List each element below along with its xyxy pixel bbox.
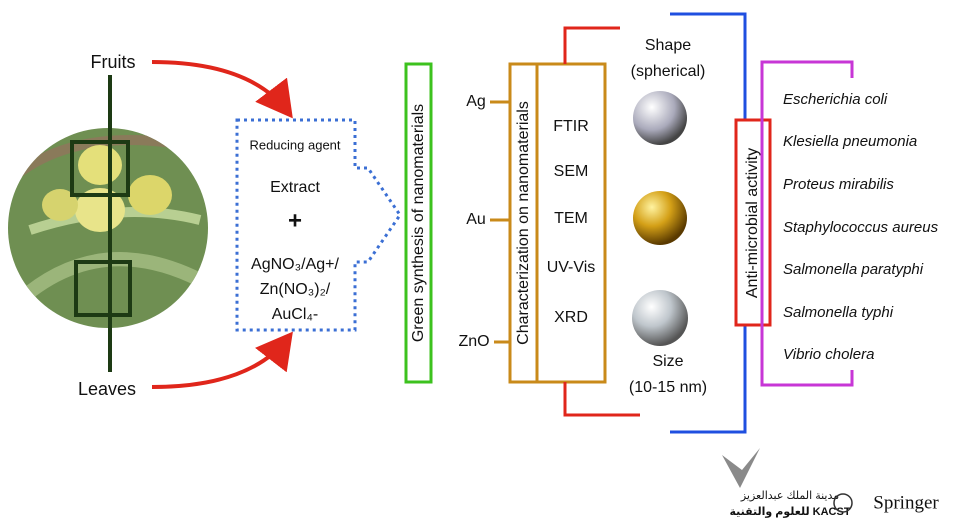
activity-label: Anti-microbial activity bbox=[744, 148, 761, 298]
method: UV-Vis bbox=[547, 259, 596, 276]
kacst-text: للعلوم والتقنية KACST bbox=[729, 506, 850, 518]
shape-label: Shape bbox=[645, 37, 691, 54]
nanomaterial: Ag bbox=[466, 93, 486, 110]
salt: AgNO₃/Ag+/ bbox=[251, 256, 339, 273]
method: FTIR bbox=[553, 118, 589, 135]
method: SEM bbox=[554, 163, 589, 180]
organism: Klesiella pneumonia bbox=[783, 133, 917, 150]
method: XRD bbox=[554, 309, 588, 326]
extract: Extract bbox=[270, 179, 320, 196]
shape-label: (spherical) bbox=[631, 63, 706, 80]
organism: Salmonella typhi bbox=[783, 304, 894, 321]
organism: Salmonella paratyphi bbox=[783, 261, 924, 278]
fruits-label: Fruits bbox=[91, 52, 136, 72]
plus: + bbox=[288, 207, 302, 234]
salt: Zn(NO₃)₂/ bbox=[260, 281, 331, 298]
method: TEM bbox=[554, 210, 588, 227]
nanomaterial: ZnO bbox=[458, 333, 489, 350]
size-label: (10-15 nm) bbox=[629, 379, 707, 396]
kacst-text: مدينة الملك عبدالعزيز bbox=[740, 490, 839, 502]
organism: Escherichia coli bbox=[783, 91, 888, 108]
organism: Proteus mirabilis bbox=[783, 176, 894, 193]
publisher: Springer bbox=[873, 492, 939, 513]
salt: AuCl₄- bbox=[272, 306, 319, 323]
size-label: Size bbox=[652, 353, 683, 370]
nanomaterial: Au bbox=[466, 211, 486, 228]
leaves-label: Leaves bbox=[78, 379, 136, 399]
synthesis-label: Green synthesis of nanomaterials bbox=[410, 104, 427, 342]
organism: Vibrio cholera bbox=[783, 346, 874, 363]
organism: Staphylococcus aureus bbox=[783, 219, 939, 236]
characterization-label: Characterization on nanomaterials bbox=[515, 101, 532, 345]
reducing-agent: Reducing agent bbox=[249, 137, 340, 152]
